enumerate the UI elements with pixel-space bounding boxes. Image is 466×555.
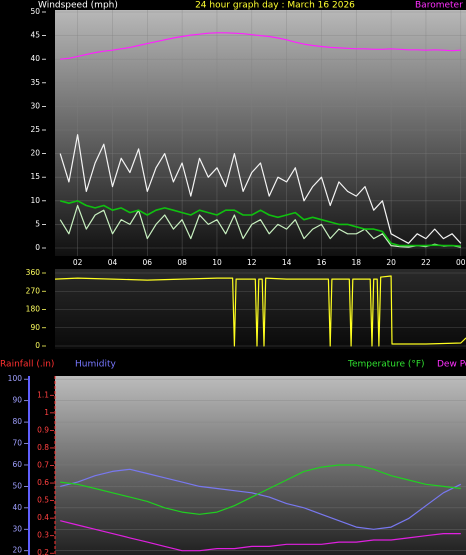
series-line: [59, 204, 461, 248]
y-tick-label: 0: [35, 243, 40, 252]
y-tick-label: 45: [30, 31, 40, 40]
humidity-label: Humidity: [75, 360, 116, 370]
y2-tick-label: 0.4: [37, 513, 49, 522]
chart-title: 24 hour graph day : March 16 2026: [195, 1, 355, 11]
y-tick-label: 30: [30, 101, 40, 110]
y2-tick-label: 0.3: [37, 531, 49, 540]
series-line: [60, 468, 462, 530]
barometer-label: Barometer: [415, 1, 463, 11]
series-line: [60, 464, 461, 515]
y2-tick-label: 1.1: [37, 390, 49, 399]
x-tick-label: 04: [108, 258, 118, 267]
series-line: [60, 32, 461, 60]
y-tick-label: 10: [30, 196, 40, 205]
y-tick-label: 360: [26, 268, 41, 277]
rainfall-label: Rainfall (.in): [0, 360, 54, 370]
y-tick-label: 0: [35, 341, 40, 350]
y-tick-label: 50: [30, 7, 40, 16]
x-tick-label: 10: [212, 258, 222, 267]
x-tick-label: 08: [177, 258, 187, 267]
y-tick-label: 90: [30, 323, 40, 332]
y-tick-label: 90: [12, 396, 22, 405]
y-tick-label: 40: [12, 503, 22, 512]
y-tick-label: 35: [30, 78, 40, 87]
temperature-label: Temperature (°F): [347, 360, 425, 370]
x-tick-label: 06: [143, 258, 153, 267]
x-tick-label: 00: [456, 258, 466, 267]
x-tick-label: 12: [247, 258, 257, 267]
y-tick-label: 30: [12, 524, 22, 533]
y-tick-label: 5: [35, 219, 40, 228]
series-line: [59, 200, 461, 247]
series-line: [60, 520, 461, 552]
y2-tick-label: 1: [44, 408, 49, 417]
y2-tick-label: 0.9: [37, 425, 49, 434]
x-tick-label: 02: [73, 258, 83, 267]
y2-tick-label: 0.6: [37, 478, 49, 487]
y-tick-label: 20: [30, 149, 40, 158]
wind-axis-label: Windspeed (mph): [38, 1, 118, 11]
x-tick-label: 16: [317, 258, 327, 267]
wind-plot-area: [55, 10, 466, 256]
y2-tick-label: 0.7: [37, 461, 49, 470]
y-tick-label: 25: [30, 125, 40, 134]
y2-tick-label: 0.5: [37, 496, 49, 505]
y2-tick-label: 0.2: [37, 548, 49, 555]
y-tick-label: 40: [30, 54, 40, 63]
series-line: [59, 134, 462, 244]
series-line: [54, 275, 466, 347]
direction-plot-area: [55, 269, 466, 349]
dew-point-label: Dew Point: [437, 360, 466, 370]
y-tick-label: 60: [12, 460, 22, 469]
climate-plot-area: [55, 376, 466, 555]
y-tick-label: 70: [12, 439, 22, 448]
y-tick-label: 180: [26, 305, 41, 314]
y-tick-label: 100: [8, 374, 23, 383]
x-tick-label: 22: [421, 258, 431, 267]
x-tick-label: 18: [352, 258, 362, 267]
y2-tick-label: 0.8: [37, 443, 49, 452]
y-tick-label: 80: [12, 417, 22, 426]
y-tick-label: 270: [26, 286, 41, 295]
x-tick-label: 14: [282, 258, 292, 267]
y-tick-label: 20: [12, 546, 22, 555]
y-tick-label: 15: [30, 172, 40, 181]
x-tick-label: 20: [386, 258, 396, 267]
y-tick-label: 50: [12, 481, 22, 490]
